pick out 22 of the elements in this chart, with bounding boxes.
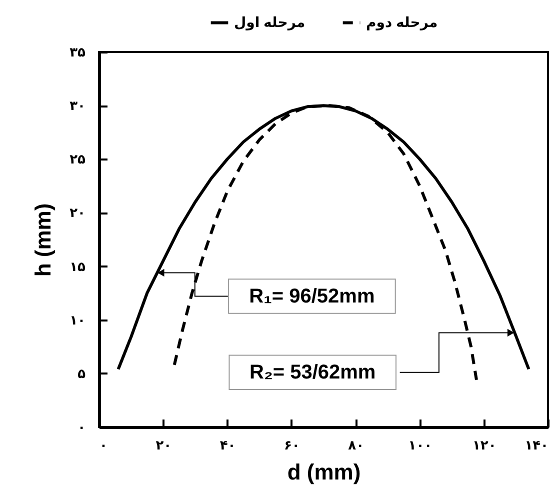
x-tick-label: ۱۰۰ [408, 438, 432, 452]
x-tick-label: ۰ [100, 438, 108, 452]
y-tick-label: ۳۰ [70, 98, 86, 114]
y-tick-label: ۰ [78, 420, 86, 434]
y-tick-label: ۱۰ [70, 312, 86, 328]
x-tick-label: ۲۰ [156, 438, 172, 452]
x-tick-label: ۱۲۰ [472, 438, 496, 452]
annotation: R₁= 96/52mm [249, 285, 375, 308]
legend-label: مرحله اول [234, 14, 306, 31]
x-tick-label: ۴۰ [220, 438, 236, 452]
y-tick-label: ۲۰ [70, 205, 86, 220]
y-tick-label: ۵ [78, 366, 86, 381]
x-tick-label: ۸۰ [348, 438, 364, 452]
legend-label: مرحله دوم [366, 14, 438, 31]
x-axis-title: d (mm) [287, 460, 361, 484]
annotation: R₂= 53/62mm [250, 361, 376, 384]
y-axis-title: h (mm) [30, 203, 56, 277]
y-tick-label: ۲۵ [70, 152, 86, 167]
x-tick-label: ۶۰ [284, 438, 300, 452]
y-tick-label: ۳۵ [70, 44, 86, 60]
x-tick-label: ۱۴۰ [524, 438, 548, 452]
y-tick-label: ۱۵ [70, 258, 86, 274]
